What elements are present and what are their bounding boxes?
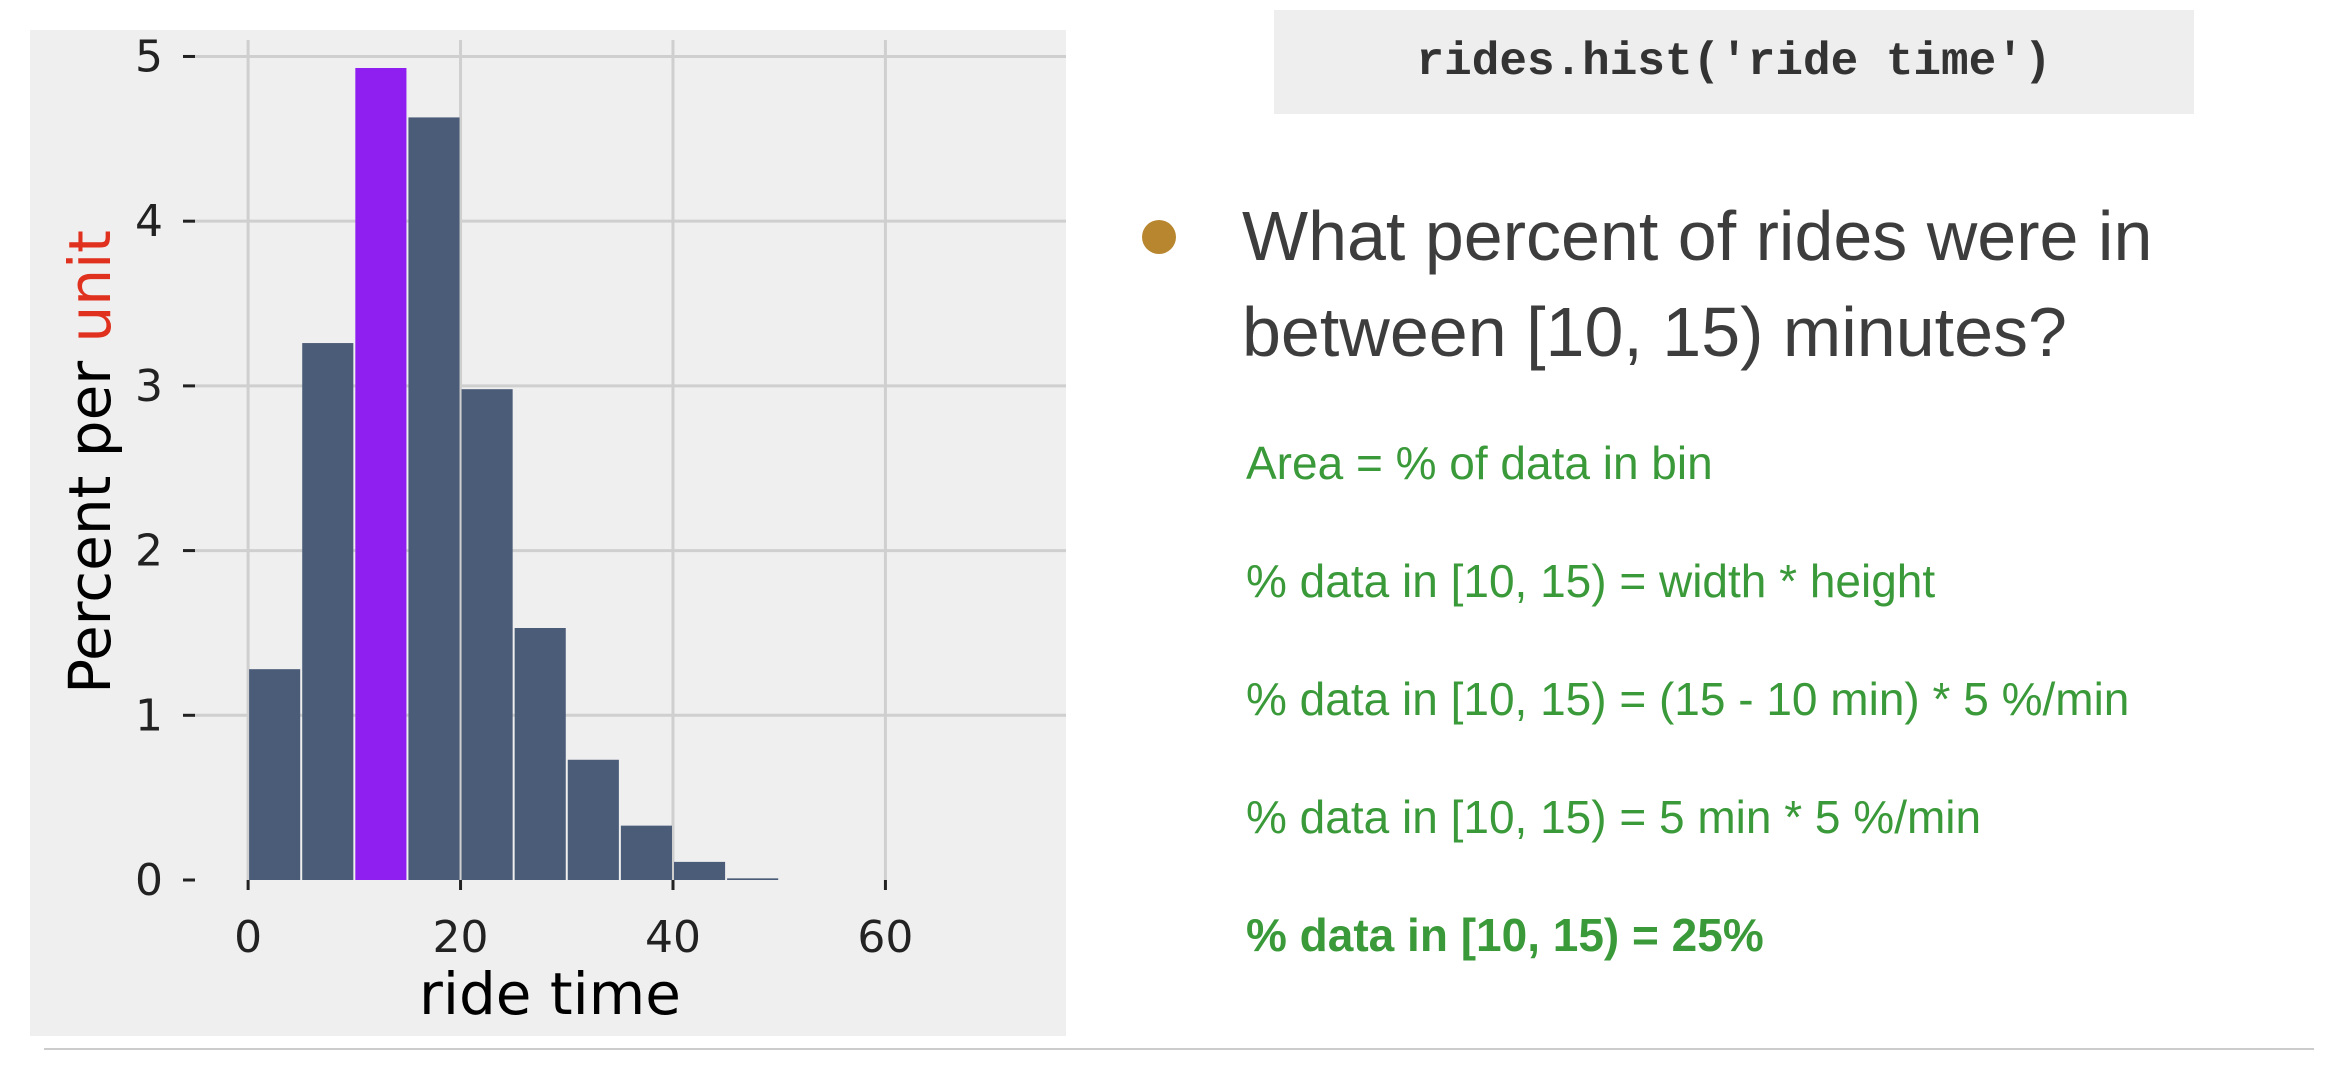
y-axis-title-accent: unit <box>56 230 124 342</box>
y-tick-label-5: 5 <box>135 31 163 82</box>
step-simplified: % data in [10, 15) = 5 min * 5 %/min <box>1246 791 1982 843</box>
y-tick-label-2: 2 <box>135 526 163 577</box>
bullet-dot <box>1142 220 1176 254</box>
x-tick-label-0: 0 <box>234 912 262 963</box>
x-axis-title: ride time <box>419 960 681 1028</box>
x-tick-label-60: 60 <box>857 912 913 963</box>
histogram-bar-4 <box>461 389 513 880</box>
y-tick-label-0: 0 <box>135 855 163 906</box>
y-axis-title: Percent per unit <box>56 230 124 694</box>
histogram-bar-7 <box>620 825 672 880</box>
y-tick-label-4: 4 <box>135 196 163 247</box>
y-tick-label-1: 1 <box>135 690 163 741</box>
question-text: What percent of rides were in between [1… <box>1242 197 2153 371</box>
code-snippet-box: rides.hist('ride time') <box>1274 10 2194 114</box>
histogram-bar-3 <box>408 117 460 881</box>
histogram-bar-9 <box>727 878 779 880</box>
step-area-definition: Area = % of data in bin <box>1246 437 1713 489</box>
step-answer: % data in [10, 15) = 25% <box>1246 909 1764 961</box>
histogram-panel: 0 1 2 3 4 5 0 20 40 60 ride time Percent per unit <box>30 30 1066 1036</box>
histogram-bar-0 <box>249 669 301 880</box>
bottom-divider <box>44 1048 2314 1050</box>
x-tick-label-40: 40 <box>645 912 701 963</box>
y-tick-label-3: 3 <box>135 361 163 412</box>
histogram-chart: 0 1 2 3 4 5 0 20 40 60 ride time Percent per unit <box>56 31 1066 1028</box>
histogram-bar-5 <box>514 628 566 880</box>
x-tick-label-20: 20 <box>433 912 489 963</box>
code-snippet: rides.hist('ride time') <box>1416 36 2052 88</box>
y-axis-title-prefix: Percent per <box>56 342 124 693</box>
histogram-bar-2 <box>355 68 407 880</box>
histogram-bar-1 <box>302 343 354 880</box>
step-width-height: % data in [10, 15) = width * height <box>1246 555 1936 607</box>
histogram-bar-8 <box>673 861 726 880</box>
step-substitution: % data in [10, 15) = (15 - 10 min) * 5 %… <box>1246 673 2130 725</box>
histogram-bar-6 <box>567 759 619 880</box>
